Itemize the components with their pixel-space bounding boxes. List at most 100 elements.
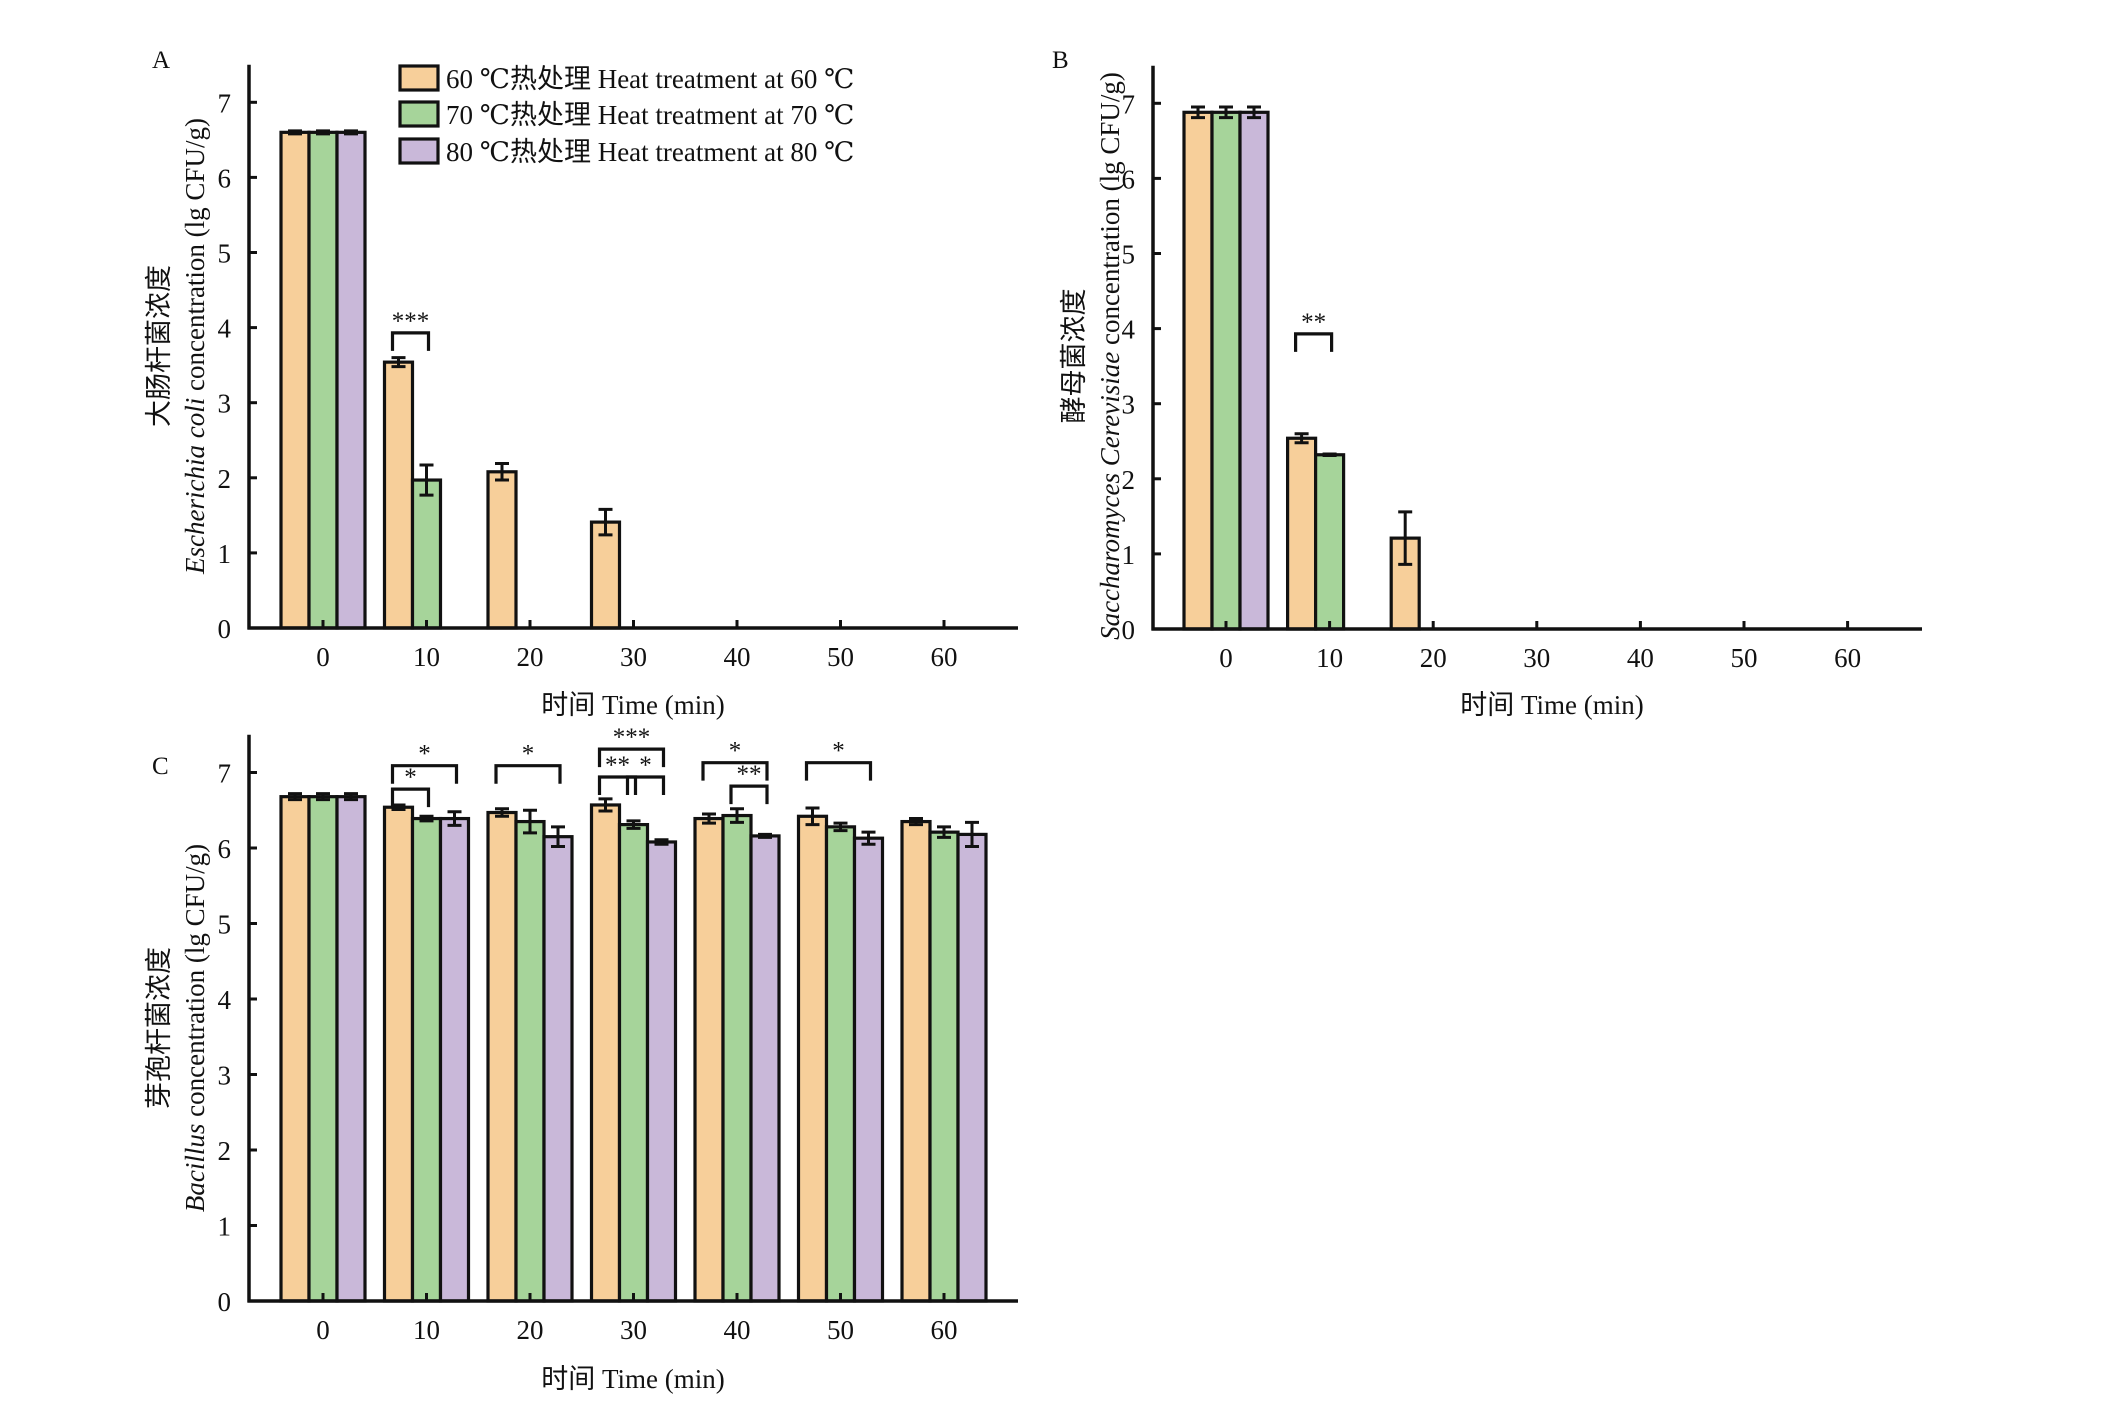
error-bar-c-30min-series-80 <box>654 838 669 846</box>
significance-bracket-c-50min-8: * <box>804 738 873 781</box>
y-tick-label-b-0: 0 <box>1122 615 1136 645</box>
bar-c-60min-series-60 <box>900 819 932 1303</box>
error-bar-c-0min-series-80 <box>344 792 358 802</box>
significance-bracket-c-40min-6: * <box>701 738 769 781</box>
y-tick-label-a-3: 3 <box>218 389 232 419</box>
y-axis-unit-b: concentration (lg CFU/g) <box>1095 72 1125 352</box>
legend-swatch-80 <box>398 137 440 165</box>
y-axis-title-c-en: Bacillus concentration (lg CFU/g) <box>180 844 210 1212</box>
error-bar-c-60min-series-70 <box>937 825 951 839</box>
x-tick-label-a-60: 60 <box>931 642 958 672</box>
error-bar-b-0min-series-60 <box>1191 105 1205 120</box>
y-tick-label-b-3: 3 <box>1122 390 1136 420</box>
error-bar-c-20min-series-60 <box>495 807 509 818</box>
y-tick-label-b-7: 7 <box>1122 89 1136 119</box>
error-bar-b-10min-series-70 <box>1322 452 1337 458</box>
legend-label-60: 60 ℃热处理 Heat treatment at 60 ℃ <box>446 64 854 94</box>
error-bar-c-40min-series-80 <box>758 832 772 839</box>
error-bar-a-10min-series-70 <box>419 463 434 497</box>
bar-c-40min-series-70 <box>721 813 753 1303</box>
significance-bracket-c-30min-5: *** <box>597 724 666 768</box>
y-tick-label-b-4: 4 <box>1122 315 1136 345</box>
y-axis-title-b-cn: 酵母菌浓度 <box>1059 289 1089 424</box>
significance-label-c-40min-7: ** <box>737 761 762 788</box>
legend-label-70: 70 ℃热处理 Heat treatment at 70 ℃ <box>446 100 854 130</box>
error-bar-c-50min-series-80 <box>861 830 876 846</box>
error-bar-a-10min-series-60 <box>391 356 406 369</box>
error-bar-a-30min-series-60 <box>598 507 613 537</box>
y-tick-label-b-2: 2 <box>1122 465 1136 495</box>
bar-c-20min-series-70 <box>514 819 546 1303</box>
x-tick-label-a-10: 10 <box>413 642 440 672</box>
bar-a-30min-series-60 <box>589 520 622 630</box>
error-bar-b-20min-series-60 <box>1398 510 1413 566</box>
y-tick-label-c-2: 2 <box>218 1136 232 1166</box>
error-bar-c-50min-series-70 <box>833 821 848 833</box>
bar-b-10min-series-60 <box>1285 436 1318 631</box>
y-tick-label-c-0: 0 <box>218 1287 232 1317</box>
y-axis-unit-a: concentration (lg CFU/g) <box>180 118 210 398</box>
x-axis-title-a: 时间 Time (min) <box>541 690 725 720</box>
x-tick-label-c-20: 20 <box>517 1315 544 1345</box>
legend-swatch-60 <box>398 64 440 92</box>
bar-c-30min-series-70 <box>617 822 650 1303</box>
y-tick-label-a-7: 7 <box>218 88 232 118</box>
y-tick-label-c-7: 7 <box>218 759 232 789</box>
bar-c-50min-series-70 <box>824 825 857 1303</box>
error-bar-c-30min-series-60 <box>598 797 613 813</box>
y-axis-title-a-en: Escherichia coli concentration (lg CFU/g… <box>180 118 210 575</box>
panel-letter-c: C <box>152 753 169 780</box>
bar-c-0min-series-70 <box>307 795 339 1303</box>
x-tick-label-a-30: 30 <box>620 642 647 672</box>
x-tick-label-a-20: 20 <box>517 642 544 672</box>
significance-label-c-30min-3: ** <box>605 752 630 779</box>
bar-c-30min-series-80 <box>645 840 678 1303</box>
significance-bracket-c-40min-7: ** <box>729 761 769 805</box>
y-axis-species-b: Saccharomyces Cerevisiae <box>1095 352 1125 640</box>
bar-c-10min-series-80 <box>438 816 471 1303</box>
plot-area-b: 0 1 2 3 4 5 6 7 0 10 20 30 40 50 60 ** <box>1122 65 1922 673</box>
x-tick-label-c-10: 10 <box>413 1315 440 1345</box>
x-tick-label-b-60: 60 <box>1834 643 1861 673</box>
bar-b-0min-series-70 <box>1210 110 1242 631</box>
significance-label-c-50min-8: * <box>832 738 845 765</box>
y-tick-label-a-1: 1 <box>218 539 232 569</box>
plot-area-a: 0 1 2 3 4 5 6 7 0 10 20 30 40 50 60 *** <box>218 64 1018 672</box>
error-bar-a-20min-series-60 <box>495 462 509 482</box>
panel-letter-a: A <box>152 47 170 74</box>
panel-b-saccharomyces: B 时间 Time (min) 酵母菌浓度 Saccharomyces Cere… <box>1052 47 1922 720</box>
bar-a-0min-series-60 <box>279 130 311 630</box>
y-tick-label-b-1: 1 <box>1122 540 1136 570</box>
significance-bracket-c-10min-1: * <box>390 741 459 784</box>
y-tick-label-c-4: 4 <box>218 985 232 1015</box>
significance-bracket-b-10min-0: ** <box>1294 309 1334 352</box>
panel-c-bacillus: C 时间 Time (min) 芽孢杆菌浓度 Bacillus concentr… <box>144 724 1018 1394</box>
y-tick-label-a-2: 2 <box>218 464 232 494</box>
y-axis-title-b-en: Saccharomyces Cerevisiae concentration (… <box>1095 72 1125 640</box>
significance-label-b-10min-0: ** <box>1301 309 1326 336</box>
x-tick-label-c-40: 40 <box>724 1315 751 1345</box>
x-tick-label-c-50: 50 <box>827 1315 854 1345</box>
bar-c-40min-series-80 <box>749 834 781 1303</box>
x-tick-label-a-50: 50 <box>827 642 854 672</box>
bar-a-10min-series-60 <box>382 360 415 630</box>
y-tick-label-a-6: 6 <box>218 163 232 193</box>
bar-c-0min-series-80 <box>335 795 367 1303</box>
error-bar-b-0min-series-80 <box>1247 105 1261 120</box>
significance-label-a-10min-0: *** <box>392 308 430 335</box>
bar-c-30min-series-60 <box>589 803 622 1303</box>
error-bar-a-0min-series-80 <box>344 129 358 136</box>
x-tick-label-b-0: 0 <box>1219 643 1233 673</box>
y-axis-title-c-cn: 芽孢杆菌浓度 <box>144 947 174 1109</box>
error-bar-b-0min-series-70 <box>1219 105 1233 120</box>
significance-label-c-10min-1: * <box>418 741 431 768</box>
y-axis-title-a: 大肠杆菌浓度 Escherichia coli concentration (l… <box>144 118 210 575</box>
bar-a-20min-series-60 <box>486 470 518 630</box>
bar-b-0min-series-60 <box>1182 110 1214 631</box>
significance-bracket-c-30min-3: ** <box>597 752 638 796</box>
x-tick-label-b-20: 20 <box>1420 643 1447 673</box>
legend-swatch-70 <box>398 100 440 128</box>
error-bar-c-30min-series-70 <box>626 819 641 830</box>
x-tick-label-a-40: 40 <box>724 642 751 672</box>
bar-c-40min-series-60 <box>693 816 725 1303</box>
